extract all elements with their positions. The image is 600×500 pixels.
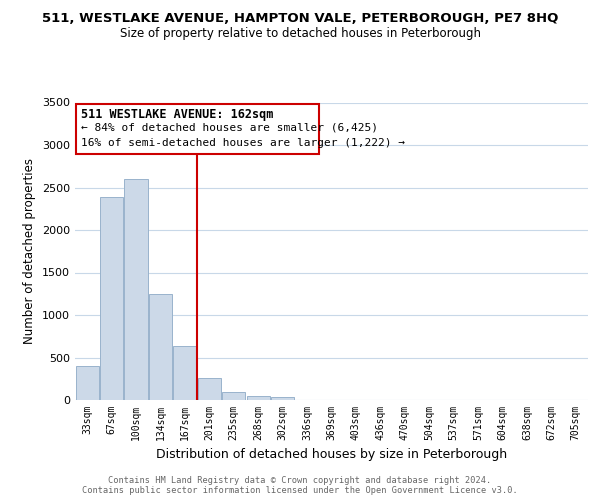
- Bar: [271, 398, 294, 400]
- Bar: [149, 294, 172, 400]
- Y-axis label: Number of detached properties: Number of detached properties: [23, 158, 37, 344]
- Text: Contains HM Land Registry data © Crown copyright and database right 2024.: Contains HM Land Registry data © Crown c…: [109, 476, 491, 485]
- Bar: [198, 378, 221, 400]
- Bar: [76, 366, 99, 400]
- Text: ← 84% of detached houses are smaller (6,425): ← 84% of detached houses are smaller (6,…: [81, 123, 378, 133]
- Bar: [173, 346, 197, 400]
- FancyBboxPatch shape: [76, 104, 319, 154]
- Bar: [124, 179, 148, 400]
- Text: Contains public sector information licensed under the Open Government Licence v3: Contains public sector information licen…: [82, 486, 518, 495]
- Text: 16% of semi-detached houses are larger (1,222) →: 16% of semi-detached houses are larger (…: [81, 138, 405, 148]
- X-axis label: Distribution of detached houses by size in Peterborough: Distribution of detached houses by size …: [156, 448, 507, 462]
- Text: 511, WESTLAKE AVENUE, HAMPTON VALE, PETERBOROUGH, PE7 8HQ: 511, WESTLAKE AVENUE, HAMPTON VALE, PETE…: [42, 12, 558, 26]
- Text: Size of property relative to detached houses in Peterborough: Size of property relative to detached ho…: [119, 26, 481, 40]
- Bar: [100, 197, 123, 400]
- Bar: [222, 392, 245, 400]
- Text: 511 WESTLAKE AVENUE: 162sqm: 511 WESTLAKE AVENUE: 162sqm: [81, 108, 274, 120]
- Bar: [247, 396, 270, 400]
